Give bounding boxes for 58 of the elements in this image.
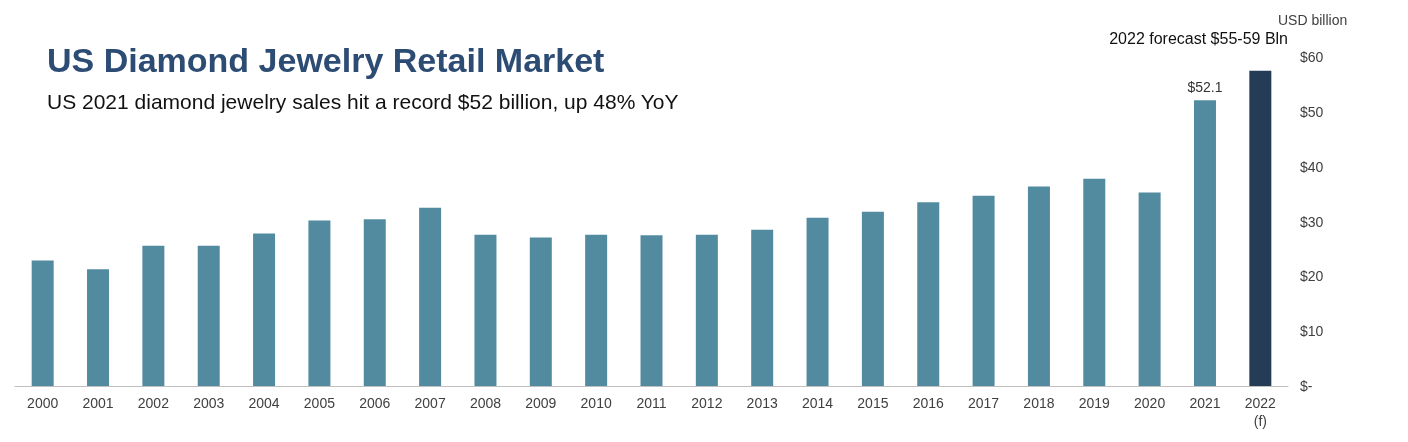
x-tick-label: 2007 [414, 395, 446, 411]
x-tick-label: 2015 [857, 395, 889, 411]
bar [87, 269, 110, 386]
y-tick-label: $10 [1300, 323, 1324, 340]
bar [419, 207, 442, 386]
bar [751, 229, 774, 386]
x-tick-label: 2016 [912, 395, 945, 411]
bar [1249, 70, 1272, 386]
bar [31, 260, 54, 386]
y-tick-label: $- [1300, 378, 1313, 394]
bar [695, 234, 718, 386]
text: US 2021 diamond jewelry sales hit a record $52 billion, up 48% YoY [47, 90, 679, 113]
bar [363, 219, 386, 386]
x-tick-label: 2012 [691, 395, 723, 411]
x-tick-label: 2005 [303, 395, 336, 411]
data-label: $52.1 [1187, 79, 1223, 96]
y-tick-label: $30 [1300, 213, 1324, 230]
bar [142, 245, 165, 386]
x-tick-label: 2022 (f) [1244, 395, 1277, 429]
chart-title: US Diamond Jewelry Retail Market [47, 41, 605, 79]
y-axis-title: USD billion [1278, 12, 1348, 28]
bar [1138, 192, 1161, 386]
x-tick-label: 2009 [525, 395, 557, 411]
x-tick-label: 2020 [1134, 395, 1166, 411]
x-tick-label: 2001 [82, 395, 114, 411]
bar [917, 202, 940, 386]
bar [806, 217, 829, 386]
bar [474, 234, 497, 386]
bar [253, 233, 276, 386]
x-tick-label: 2013 [746, 395, 778, 411]
bar [529, 237, 552, 386]
x-tick-label: 2008 [469, 395, 502, 411]
y-tick-label: $60 [1300, 49, 1324, 65]
bar [1193, 100, 1216, 386]
x-tick-label: 2019 [1078, 395, 1111, 411]
text: 2022 forecast $55-59 Bln [1109, 29, 1289, 47]
bar [197, 245, 220, 386]
x-tick-label: 2003 [193, 395, 225, 411]
bar [308, 220, 331, 386]
x-tick-label: 2017 [968, 395, 1000, 411]
bar [861, 211, 884, 386]
bar [640, 235, 663, 386]
y-tick-label: $20 [1300, 268, 1324, 285]
bar [585, 234, 608, 386]
bar [1027, 186, 1050, 386]
x-tick-label: 2014 [801, 395, 834, 411]
x-tick-label: 2021 [1189, 395, 1221, 411]
y-tick-label: $50 [1300, 103, 1324, 120]
y-tick-label: $40 [1300, 158, 1324, 175]
x-tick-label: 2010 [580, 395, 612, 411]
x-tick-label: 2004 [248, 395, 280, 411]
x-tick-label: 2002 [137, 395, 170, 411]
bar [1083, 178, 1106, 386]
x-tick-label: 2011 [636, 395, 667, 411]
x-tick-label: 2018 [1023, 395, 1055, 411]
x-tick-label: 2000 [27, 395, 59, 411]
x-tick-label: 2006 [359, 395, 391, 411]
bar [972, 195, 995, 386]
